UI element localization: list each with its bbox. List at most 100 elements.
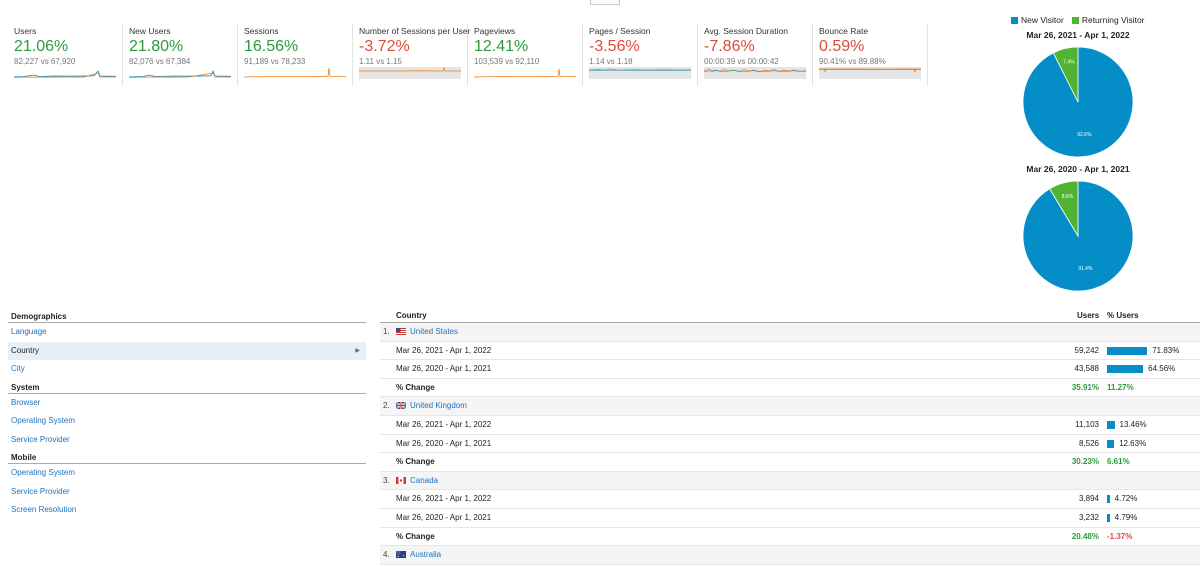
sidebar-item-mobile-service-provider[interactable]: Service Provider bbox=[11, 486, 70, 496]
pie-title: Mar 26, 2020 - Apr 1, 2021 bbox=[1026, 164, 1130, 174]
metric-card-bounce-rate[interactable]: Bounce Rate 0.59% 90.41% vs 89.88% bbox=[813, 24, 928, 86]
table-row-period: Mar 26, 2020 - Apr 1, 2021 3,232 4.79% bbox=[380, 509, 1200, 528]
pie-chart-current: 92.6% 7.4% bbox=[1022, 46, 1134, 158]
metric-compare: 90.41% vs 89.88% bbox=[819, 57, 886, 66]
metric-label: New Users bbox=[129, 26, 171, 36]
metric-card-sessions-per-user[interactable]: Number of Sessions per User -3.72% 1.11 … bbox=[353, 24, 471, 86]
legend-label: Returning Visitor bbox=[1081, 15, 1145, 25]
period-label: Mar 26, 2020 - Apr 1, 2021 bbox=[396, 512, 492, 522]
sparkline bbox=[244, 67, 346, 78]
pie-chart-previous: 91.4% 8.6% bbox=[1022, 180, 1134, 292]
pie-slice-label: 8.6% bbox=[1062, 194, 1074, 200]
share-bar bbox=[1107, 346, 1148, 355]
pct-users-value: 4.72% bbox=[1114, 494, 1138, 504]
users-value: 43,588 bbox=[1074, 364, 1099, 374]
table-row-country[interactable]: 3. Canada bbox=[380, 471, 1200, 491]
metric-value: -3.72% bbox=[359, 38, 410, 55]
table-row-country[interactable]: 1. United States bbox=[380, 323, 1200, 342]
metric-compare: 00:00:39 vs 00:00:42 bbox=[704, 57, 779, 66]
legend-swatch-new-visitor bbox=[1011, 16, 1018, 24]
pie-slice-returning-visitor[interactable] bbox=[1052, 46, 1079, 103]
metric-card-pages-per-session[interactable]: Pages / Session -3.56% 1.14 vs 1.18 bbox=[583, 24, 698, 86]
sidebar-item-browser[interactable]: Browser bbox=[11, 397, 41, 407]
sparkline bbox=[474, 68, 576, 78]
metric-value: 12.41% bbox=[474, 38, 529, 55]
row-index: 4. bbox=[383, 550, 390, 560]
sidebar-item-label: Country bbox=[11, 345, 40, 355]
metric-label: Pageviews bbox=[474, 26, 516, 36]
report-tab-notch[interactable] bbox=[590, 0, 620, 5]
country-link[interactable]: Australia bbox=[410, 550, 442, 560]
sparkline bbox=[359, 67, 461, 79]
metric-label: Number of Sessions per User bbox=[359, 26, 471, 36]
table-row-period: Mar 26, 2021 - Apr 1, 2022 59,242 71.83% bbox=[380, 342, 1200, 361]
metric-card-pageviews[interactable]: Pageviews 12.41% 103,539 vs 92,110 bbox=[468, 24, 583, 86]
table-row-country[interactable]: 2. United Kingdom bbox=[380, 397, 1200, 416]
country-link[interactable]: Canada bbox=[410, 475, 439, 485]
column-header-country[interactable]: Country bbox=[396, 311, 427, 320]
share-bar bbox=[1107, 365, 1144, 374]
pct-users-value: 64.56% bbox=[1148, 364, 1176, 374]
metric-card-new-users[interactable]: New Users 21.80% 82,076 vs 67,384 bbox=[123, 24, 238, 86]
table-row-period: Mar 26, 2021 - Apr 1, 2022 3,894 4.72% bbox=[380, 490, 1200, 509]
sidebar-heading: System bbox=[8, 382, 366, 394]
period-label: Mar 26, 2021 - Apr 1, 2022 bbox=[396, 345, 492, 355]
country-link[interactable]: United States bbox=[410, 327, 459, 336]
users-value: 3,232 bbox=[1078, 512, 1099, 522]
pct-users-value: 71.83% bbox=[1152, 345, 1180, 355]
sidebar-item-operating-system[interactable]: Operating System bbox=[11, 416, 76, 425]
sidebar-item-city[interactable]: City bbox=[11, 364, 25, 373]
sparkline bbox=[129, 69, 231, 78]
users-value: 3,894 bbox=[1078, 494, 1099, 504]
column-header-users[interactable]: Users bbox=[1077, 311, 1100, 320]
table-row-period: Mar 26, 2020 - Apr 1, 2021 8,526 12.63% bbox=[380, 435, 1200, 454]
table-row-country[interactable]: 4. Australia bbox=[380, 546, 1200, 565]
change-label: % Change bbox=[396, 531, 435, 541]
metric-label: Bounce Rate bbox=[819, 26, 869, 36]
metric-label: Sessions bbox=[244, 26, 279, 36]
sparkline bbox=[589, 67, 691, 79]
country-table: Country Users % Users 1. United States Mar… bbox=[380, 311, 1200, 565]
legend-item-new-visitor[interactable]: New Visitor bbox=[1011, 15, 1064, 25]
pie-slice-returning-visitor[interactable] bbox=[1049, 180, 1079, 238]
flag-au-icon bbox=[396, 551, 406, 559]
metric-value: 21.06% bbox=[14, 38, 69, 55]
period-label: Mar 26, 2021 - Apr 1, 2022 bbox=[396, 494, 492, 504]
share-bar bbox=[1107, 439, 1115, 448]
table-header: Country Users % Users bbox=[380, 311, 1200, 323]
sidebar-item-mobile-operating-system[interactable]: Operating System bbox=[11, 468, 76, 477]
metric-value: 16.56% bbox=[244, 38, 299, 55]
legend-item-returning-visitor[interactable]: Returning Visitor bbox=[1071, 15, 1145, 25]
metric-value: 21.80% bbox=[129, 38, 184, 55]
pct-users-value: 13.46% bbox=[1119, 419, 1147, 429]
row-index: 3. bbox=[383, 475, 390, 485]
pct-users-change-value: 11.27% bbox=[1107, 382, 1134, 392]
row-index: 2. bbox=[383, 401, 390, 411]
metric-compare: 91,189 vs 78,233 bbox=[244, 57, 306, 66]
sidebar-item-country[interactable]: Country ▶ bbox=[8, 341, 366, 360]
sidebar-item-service-provider[interactable]: Service Provider bbox=[11, 434, 70, 444]
metric-compare: 103,539 vs 92,110 bbox=[474, 57, 540, 66]
pct-users-value: 4.79% bbox=[1114, 512, 1138, 522]
sidebar-item-screen-resolution[interactable]: Screen Resolution bbox=[11, 505, 77, 514]
users-value: 59,242 bbox=[1074, 345, 1099, 355]
sparkline bbox=[14, 70, 116, 78]
pct-users-change-value: -1.37% bbox=[1107, 531, 1133, 541]
column-header-pct-users[interactable]: % Users bbox=[1107, 311, 1139, 320]
metric-card-avg-session-duration[interactable]: Avg. Session Duration -7.86% 00:00:39 vs… bbox=[698, 24, 813, 86]
pie-slice-label: 91.4% bbox=[1078, 266, 1093, 272]
sidebar-item-language[interactable]: Language bbox=[11, 327, 47, 336]
change-label: % Change bbox=[396, 457, 435, 467]
metric-card-users[interactable]: Users 21.06% 82,227 vs 67,920 bbox=[8, 24, 123, 86]
legend-swatch-returning-visitor bbox=[1071, 16, 1079, 24]
share-bar bbox=[1107, 420, 1115, 429]
metric-label: Avg. Session Duration bbox=[704, 26, 788, 36]
sparkline bbox=[819, 67, 921, 79]
pct-users-value: 12.63% bbox=[1119, 438, 1147, 448]
users-value: 11,103 bbox=[1075, 419, 1099, 429]
table-body: 1. United States Mar 26, 2021 - Apr 1, 202… bbox=[380, 323, 1200, 565]
metric-card-sessions[interactable]: Sessions 16.56% 91,189 vs 78,233 bbox=[238, 24, 353, 86]
metric-compare: 1.14 vs 1.18 bbox=[589, 57, 633, 66]
period-label: Mar 26, 2021 - Apr 1, 2022 bbox=[396, 419, 492, 429]
country-link[interactable]: United Kingdom bbox=[410, 401, 467, 411]
